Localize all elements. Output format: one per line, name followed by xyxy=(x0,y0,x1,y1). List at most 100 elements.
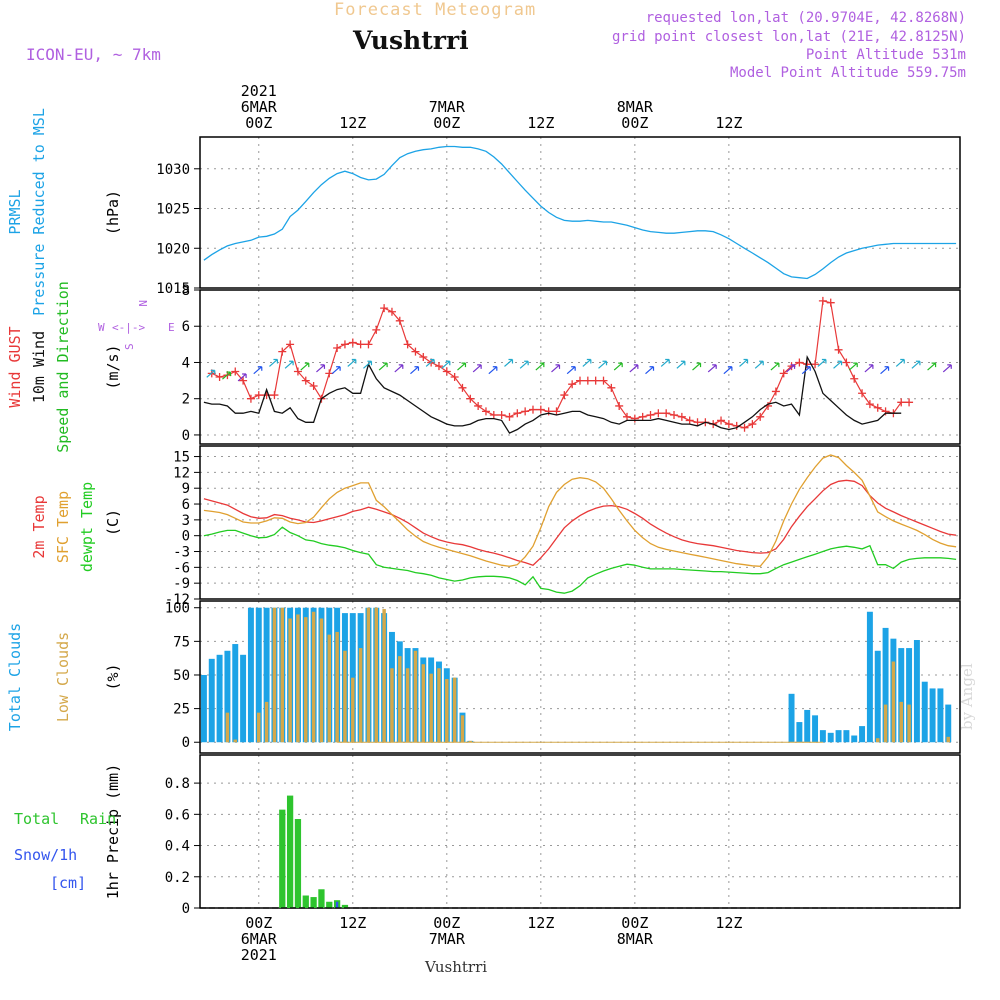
wind-direction-arrow xyxy=(472,364,482,373)
y-axis-label: (m/s) xyxy=(104,344,122,389)
gust-marker xyxy=(434,362,443,371)
x-tick-label-bottom: 00Z xyxy=(433,914,460,932)
total-clouds-bar xyxy=(906,648,913,743)
dewpoint-label: dewpt Temp xyxy=(78,482,96,572)
rain-bar xyxy=(341,904,349,908)
gust-marker xyxy=(583,376,592,385)
gust-marker xyxy=(450,372,459,381)
gust-marker xyxy=(873,403,882,412)
gust-marker xyxy=(654,409,663,418)
total-clouds-label: Total Clouds xyxy=(6,623,24,731)
wind-direction-arrow xyxy=(551,364,561,373)
low-clouds-bar xyxy=(304,617,308,743)
x-tick-label-bottom: 6MAR xyxy=(241,930,278,948)
gust-marker xyxy=(340,340,349,349)
x-tick-label-top: 8MAR xyxy=(617,98,654,116)
x-tick-label-bottom: 00Z xyxy=(245,914,272,932)
wind-line xyxy=(203,354,902,434)
y-tick-label: 15 xyxy=(173,450,190,466)
total-clouds-bar xyxy=(232,644,239,743)
low-clouds-bar xyxy=(468,740,473,743)
gust-marker xyxy=(458,383,467,392)
total-clouds-bar xyxy=(945,704,952,743)
total-clouds-bar xyxy=(843,730,850,743)
gust-marker xyxy=(693,418,702,427)
gust-marker xyxy=(865,400,874,409)
gust-marker xyxy=(403,340,412,349)
low-clouds-bar xyxy=(876,738,880,743)
gust-marker xyxy=(411,347,420,356)
gust-marker xyxy=(748,420,757,429)
low-clouds-bar xyxy=(296,614,300,743)
gust-marker xyxy=(513,409,522,418)
grid-point-coords: grid point closest lon,lat (21E, 42.8125… xyxy=(611,29,966,45)
y-axis-label: 1hr Precip (mm) xyxy=(104,764,122,899)
low-clouds-bar xyxy=(264,701,269,743)
y-tick-label: 6 xyxy=(182,319,190,335)
wind-direction-arrow xyxy=(613,362,623,371)
low-clouds-bar xyxy=(327,634,332,743)
wind-direction-arrow xyxy=(880,366,890,375)
wind-direction-arrow xyxy=(316,364,326,373)
gust-marker xyxy=(348,338,357,347)
rain-bar xyxy=(279,809,286,908)
compass-w: W xyxy=(98,321,105,334)
wind-direction-arrow xyxy=(692,362,702,371)
wind-direction-arrow xyxy=(331,366,341,375)
gust-marker xyxy=(615,401,624,410)
y-axis-label: (C) xyxy=(104,509,122,536)
wind-direction-arrow xyxy=(927,362,937,371)
wind-direction-arrow xyxy=(504,358,514,367)
total-clouds-bar xyxy=(859,726,866,743)
total-clouds-bar xyxy=(929,688,936,743)
wind-direction-arrow xyxy=(488,366,498,375)
gust-marker xyxy=(262,391,271,400)
gust-marker xyxy=(599,376,608,385)
y-tick-label: 25 xyxy=(173,702,190,718)
low-clouds-bar xyxy=(288,618,292,743)
low-clouds-bar xyxy=(319,618,324,743)
location-title: Vushtrri xyxy=(353,26,469,55)
low-clouds-bar xyxy=(946,736,950,743)
rain-bar xyxy=(326,901,333,908)
low-clouds-bar xyxy=(225,712,230,743)
wind-direction-arrow xyxy=(770,362,780,371)
total-clouds-bar xyxy=(819,730,826,743)
gust-marker xyxy=(724,420,733,429)
rain-bar xyxy=(302,895,309,908)
low-clouds-bar xyxy=(907,704,911,743)
gust-marker xyxy=(309,382,318,391)
temp-sfc-line xyxy=(203,454,957,567)
pressure-label-2: Pressure Reduced to MSL xyxy=(30,108,48,316)
wind-direction-arrow xyxy=(410,366,420,375)
total-clouds-bar xyxy=(240,654,247,743)
y-tick-label: 0.4 xyxy=(165,839,190,855)
wind-direction-arrow xyxy=(457,362,467,371)
snow-label: Snow/1h xyxy=(14,846,77,864)
low-clouds-bar xyxy=(899,701,903,743)
low-clouds-bar xyxy=(429,673,433,743)
wind-direction-arrow xyxy=(848,362,858,371)
total-clouds-bar xyxy=(263,607,270,743)
wind-direction-arrow xyxy=(645,366,655,375)
wind-direction-arrow xyxy=(833,360,843,369)
point-altitude: Point Altitude 531m xyxy=(805,47,966,63)
y-tick-label: 8 xyxy=(182,283,190,299)
wind-direction-arrow xyxy=(206,369,216,378)
gust-marker xyxy=(685,416,694,425)
y-tick-label: 0 xyxy=(182,735,190,751)
gust-marker xyxy=(372,325,381,334)
x-tick-label-top: 7MAR xyxy=(429,98,466,116)
rain-bar xyxy=(286,795,294,908)
x-tick-label-top: 6MAR xyxy=(241,98,278,116)
gust-marker xyxy=(779,369,788,378)
temp-2m-label: 2m Temp xyxy=(30,495,48,558)
temp-sfc-label: SFC Temp xyxy=(54,491,72,563)
model-altitude: Model Point Altitude 559.75m xyxy=(729,65,966,81)
low-clouds-bar xyxy=(398,656,402,743)
gust-marker xyxy=(246,394,255,403)
low-clouds-bar xyxy=(358,648,363,743)
low-clouds-bar xyxy=(413,650,418,743)
gust-marker xyxy=(607,383,616,392)
